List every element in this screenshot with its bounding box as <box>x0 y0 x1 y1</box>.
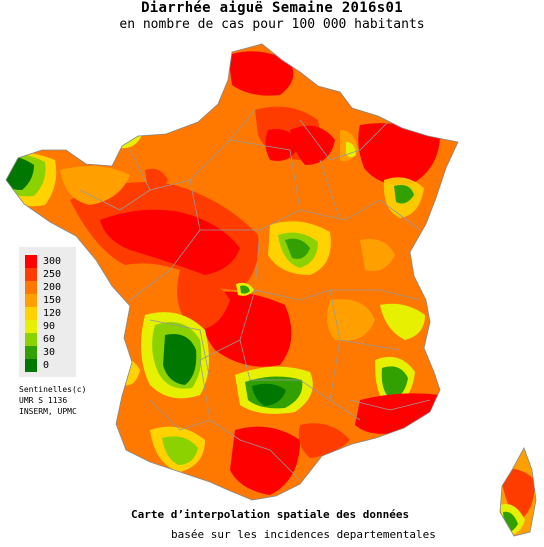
legend-label: 0 <box>43 360 50 371</box>
credits: Sentinelles(c) UMR S 1136 INSERM, UPMC <box>19 384 86 417</box>
legend-label: 120 <box>43 308 62 319</box>
map-subtitle: en nombre de cas pour 100 000 habitants <box>119 17 425 32</box>
legend-item: 300 <box>25 255 75 268</box>
legend-label: 30 <box>43 347 56 358</box>
legend-swatch <box>25 333 37 346</box>
corsica-outline <box>499 447 537 537</box>
footer-subtitle: basée sur les incidences departementales <box>171 528 436 541</box>
legend-label: 200 <box>43 282 62 293</box>
footer-title: Carte d’interpolation spatiale des donné… <box>131 508 410 521</box>
legend: 300 250 200 150 120 90 60 30 0 <box>19 247 76 377</box>
legend-label: 250 <box>43 269 62 280</box>
credits-line: UMR S 1136 <box>19 396 68 405</box>
legend-swatch <box>25 346 37 359</box>
legend-item: 0 <box>25 359 75 372</box>
legend-swatch <box>25 294 37 307</box>
legend-swatch <box>25 268 37 281</box>
map-title: Diarrhée aiguë Semaine 2016s01 <box>141 0 403 16</box>
legend-item: 250 <box>25 268 75 281</box>
france-outline <box>5 43 459 501</box>
legend-label: 90 <box>43 321 56 332</box>
legend-item: 150 <box>25 294 75 307</box>
legend-swatch <box>25 359 37 372</box>
legend-label: 300 <box>43 256 62 267</box>
legend-swatch <box>25 281 37 294</box>
legend-item: 90 <box>25 320 75 333</box>
credits-line: INSERM, UPMC <box>19 407 77 416</box>
legend-label: 60 <box>43 334 56 345</box>
credits-line: Sentinelles(c) <box>19 385 87 394</box>
legend-item: 30 <box>25 346 75 359</box>
legend-swatch <box>25 320 37 333</box>
legend-swatch <box>25 255 37 268</box>
legend-label: 150 <box>43 295 62 306</box>
legend-item: 60 <box>25 333 75 346</box>
legend-swatch <box>25 307 37 320</box>
legend-item: 200 <box>25 281 75 294</box>
department-borders <box>79 109 431 481</box>
legend-item: 120 <box>25 307 75 320</box>
